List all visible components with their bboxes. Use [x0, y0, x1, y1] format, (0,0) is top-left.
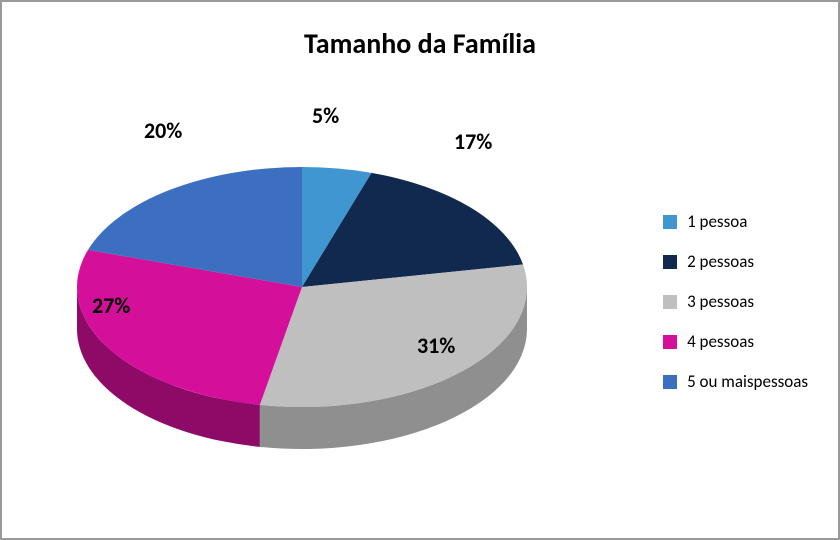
- data-label: 27%: [92, 292, 130, 319]
- pie-chart: 5%17%31%27%20%: [62, 112, 542, 492]
- legend-swatch: [663, 295, 677, 309]
- legend-label: 4 pessoas: [687, 322, 754, 362]
- legend-label: 2 pessoas: [687, 242, 754, 282]
- data-label: 31%: [417, 332, 455, 359]
- data-label: 5%: [312, 102, 339, 129]
- legend-swatch: [663, 215, 677, 229]
- legend-label: 1 pessoa: [687, 202, 747, 242]
- legend-item: 1 pessoa: [663, 202, 808, 242]
- chart-frame: Tamanho da Família 5% 17% 31% 27% 20% 1 pess…: [0, 0, 840, 540]
- legend-label: 5 ou maispessoas: [687, 362, 808, 402]
- chart-title: Tamanho da Família: [2, 26, 838, 61]
- legend-swatch: [663, 335, 677, 349]
- legend-item: 2 pessoas: [663, 242, 808, 282]
- legend-item: 5 ou maispessoas: [663, 362, 808, 402]
- legend-item: 3 pessoas: [663, 282, 808, 322]
- legend-label: 3 pessoas: [687, 282, 754, 322]
- legend-swatch: [663, 255, 677, 269]
- legend: 1 pessoa2 pessoas3 pessoas4 pessoas5 ou …: [663, 202, 808, 402]
- data-label: 17%: [454, 128, 492, 155]
- data-label: 20%: [144, 117, 182, 144]
- legend-swatch: [663, 375, 677, 389]
- legend-item: 4 pessoas: [663, 322, 808, 362]
